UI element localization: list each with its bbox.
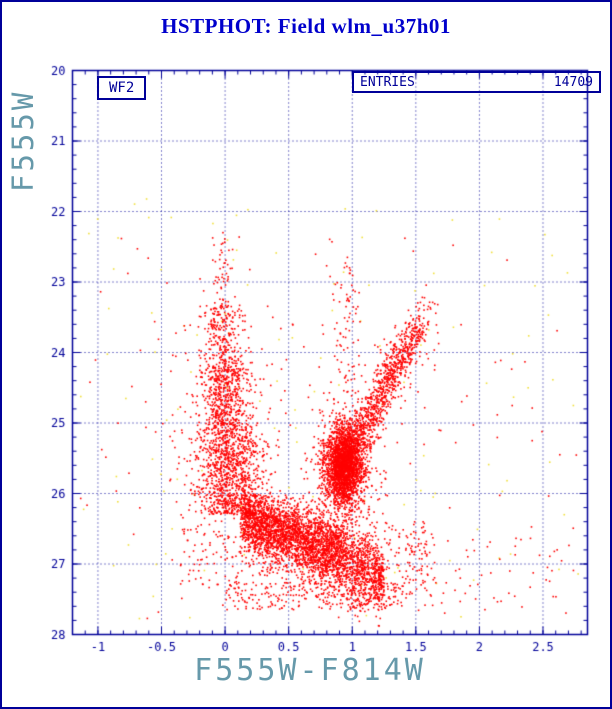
page-title: HSTPHOT: Field wlm_u37h01 bbox=[161, 14, 451, 38]
entries-label: ENTRIES bbox=[360, 74, 415, 90]
x-axis-label: F555W-F814W bbox=[194, 653, 426, 688]
y-axis-label: F555W bbox=[6, 89, 40, 192]
detector-label: WF2 bbox=[109, 80, 135, 96]
entries-value: 14709 bbox=[553, 74, 593, 90]
entries-box: ENTRIES 14709 bbox=[352, 71, 601, 93]
detector-label-box: WF2 bbox=[97, 76, 147, 100]
